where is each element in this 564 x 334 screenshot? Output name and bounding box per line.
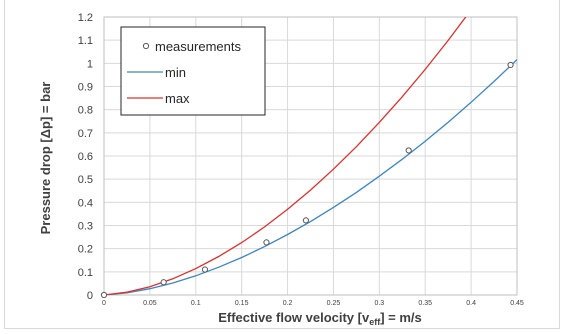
y-axis-title: Pressure drop [Δp] = bar bbox=[38, 82, 53, 235]
legend-label-max: max bbox=[165, 91, 190, 106]
y-tick-label: 1.1 bbox=[78, 35, 93, 47]
series-line-max bbox=[104, 17, 467, 295]
y-tick-label: 0.1 bbox=[78, 267, 93, 279]
data-point bbox=[160, 279, 167, 286]
data-point bbox=[507, 61, 514, 69]
chart: 0 0.1 0.2 0.3 0.4 0.5 0.6 0.7 0.8 0.9 1 1.1 1.2 0 0.0… bbox=[38, 12, 524, 327]
data-point bbox=[263, 239, 270, 246]
measurement-points bbox=[100, 61, 514, 299]
y-tick-label: 0.2 bbox=[78, 244, 93, 256]
y-tick-label: 1 bbox=[87, 58, 93, 70]
plot-area-border bbox=[103, 16, 518, 296]
data-point bbox=[302, 217, 310, 224]
x-tick-label: 0.35 bbox=[418, 300, 432, 307]
x-tick-label: 0.25 bbox=[327, 300, 341, 307]
y-tick-label: 0.7 bbox=[78, 128, 93, 140]
y-axis-ticks: 0 0.1 0.2 0.3 0.4 0.5 0.6 0.7 0.8 0.9 1 1.1 1.2 bbox=[78, 12, 93, 302]
x-axis-title-tail: ] = m/s bbox=[380, 310, 422, 325]
chart-frame: 0 0.1 0.2 0.3 0.4 0.5 0.6 0.7 0.8 0.9 1 1.1 1.2 0 0.0… bbox=[4, 0, 560, 329]
x-axis-ticks: 0 0.05 0.1 0.15 0.2 0.25 0.3 0.35 0.4 0.45 bbox=[102, 300, 524, 307]
y-tick-label: 0 bbox=[87, 290, 93, 302]
x-axis-title-subscript: eff bbox=[369, 317, 381, 327]
series-line-min bbox=[104, 59, 517, 295]
series-lines bbox=[104, 17, 517, 295]
x-axis-title: Effective flow velocity [veff] = m/s bbox=[218, 310, 422, 327]
y-tick-label: 0.9 bbox=[78, 82, 93, 94]
data-point bbox=[405, 147, 412, 154]
y-tick-label: 1.2 bbox=[78, 12, 93, 24]
x-tick-label: 0 bbox=[102, 300, 106, 307]
x-tick-label: 0.45 bbox=[510, 300, 524, 307]
legend: measurements min max bbox=[120, 26, 266, 116]
x-tick-label: 0.1 bbox=[191, 300, 201, 307]
x-tick-label: 0.05 bbox=[143, 300, 157, 307]
data-point bbox=[100, 291, 108, 299]
y-tick-label: 0.6 bbox=[78, 151, 93, 163]
x-tick-label: 0.3 bbox=[374, 300, 384, 307]
x-tick-label: 0.4 bbox=[466, 300, 476, 307]
legend-label-measurements: measurements bbox=[155, 39, 241, 54]
legend-box bbox=[120, 26, 266, 116]
x-tick-label: 0.15 bbox=[235, 300, 249, 307]
y-tick-label: 0.3 bbox=[78, 221, 93, 233]
y-tick-label: 0.5 bbox=[78, 174, 93, 186]
x-tick-label: 0.2 bbox=[283, 300, 293, 307]
y-tick-label: 0.8 bbox=[78, 105, 93, 117]
x-axis-title-main: Effective flow velocity [v bbox=[218, 310, 370, 325]
data-point bbox=[201, 266, 209, 273]
legend-marker-measurements bbox=[142, 42, 150, 50]
y-tick-label: 0.4 bbox=[78, 197, 93, 209]
legend-label-min: min bbox=[165, 65, 186, 80]
